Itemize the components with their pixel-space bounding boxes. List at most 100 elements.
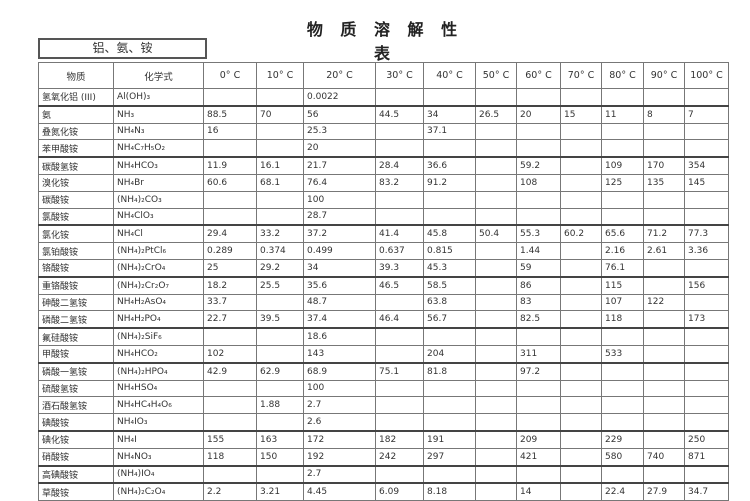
substance-name: 硫酸氢铵 [38,379,114,398]
solubility-value [203,413,257,432]
solubility-value: 100 [303,190,376,209]
solubility-value: 173 [684,310,729,329]
solubility-value [601,87,644,107]
solubility-value: 421 [516,447,561,467]
substance-name: 硝酸铵 [38,447,114,467]
solubility-value [684,379,729,398]
solubility-value: 76.4 [303,173,376,192]
substance-name: 氯化铵 [38,224,114,244]
solubility-value: 3.21 [256,482,304,501]
solubility-value [684,293,729,312]
column-header: 100° C [684,62,729,89]
solubility-value: 107 [601,293,644,312]
solubility-value [601,464,644,484]
substance-name: 溴化铵 [38,173,114,192]
solubility-value [643,190,685,209]
column-header: 70° C [560,62,602,89]
solubility-value [601,207,644,226]
column-header: 30° C [375,62,424,89]
chemical-formula: NH₄HC₄H₄O₆ [113,396,204,415]
solubility-value [256,190,304,209]
solubility-value [684,327,729,346]
solubility-value: 0.0022 [303,87,376,107]
solubility-value: 25.3 [303,122,376,141]
solubility-value: 11 [601,104,644,124]
chemical-formula: Al(OH)₃ [113,87,204,107]
solubility-value: 68.1 [256,173,304,192]
solubility-value: 37.4 [303,310,376,329]
solubility-value: 68.9 [303,361,376,381]
solubility-value: 26.5 [475,104,517,124]
solubility-value: 2.61 [643,242,685,260]
solubility-value: 102 [203,344,257,364]
solubility-value: 108 [516,173,561,192]
solubility-value [643,139,685,158]
table-row: 磷酸一氢铵 (NH₄)₂HPO₄ 42.9 62.9 68.9 75.1 81.8 97.2 [38,361,729,381]
solubility-value [423,207,476,226]
substance-name: 砷酸二氢铵 [38,293,114,312]
solubility-value [516,190,561,209]
substance-name: 氯铂酸铵 [38,242,114,260]
solubility-value [601,413,644,432]
substance-name: 磷酸一氢铵 [38,361,114,381]
solubility-value: 871 [684,447,729,467]
solubility-value [475,87,517,107]
solubility-value [475,190,517,209]
solubility-value [601,379,644,398]
solubility-value [375,344,424,364]
table-row: 氢氧化铝 (III) Al(OH)₃ 0.0022 [38,87,729,107]
table-row: 高碘酸铵 (NH₄)IO₄ 2.7 [38,464,729,484]
substance-name: 磷酸二氢铵 [38,310,114,329]
solubility-value: 18.2 [203,275,257,295]
solubility-value: 297 [423,447,476,467]
table-row: 碳酸铵 (NH₄)₂CO₃ 100 [38,190,729,209]
chemical-formula: (NH₄)₂C₂O₄ [113,482,204,501]
solubility-value [423,413,476,432]
chemical-formula: NH₄Br [113,173,204,192]
solubility-value [643,87,685,107]
solubility-value: 145 [684,173,729,192]
solubility-value: 156 [684,275,729,295]
solubility-value [684,464,729,484]
solubility-value: 39.3 [375,258,424,278]
solubility-value: 59.2 [516,156,561,175]
solubility-value [423,139,476,158]
solubility-value [203,464,257,484]
solubility-value: 229 [601,429,644,449]
table-row: 氯酸铵 NH₄ClO₃ 28.7 [38,207,729,226]
solubility-value: 192 [303,447,376,467]
table-row: 硫酸氢铵 NH₄HSO₄ 100 [38,379,729,398]
solubility-value [203,207,257,226]
solubility-value: 37.1 [423,122,476,141]
solubility-value: 209 [516,429,561,449]
chemical-formula: (NH₄)₂PtCl₆ [113,242,204,260]
solubility-value: 33.2 [256,224,304,244]
solubility-value: 533 [601,344,644,364]
column-header: 60° C [516,62,561,89]
solubility-value: 27.9 [643,482,685,501]
solubility-value: 1.88 [256,396,304,415]
chemical-formula: NH₄C₇H₅O₂ [113,139,204,158]
chemical-formula: (NH₄)₂HPO₄ [113,361,204,381]
solubility-value: 115 [601,275,644,295]
solubility-value: 2.16 [601,242,644,260]
substance-name: 氢氧化铝 (III) [38,87,114,107]
substance-name: 氟硅酸铵 [38,327,114,346]
solubility-value [601,361,644,381]
table-row: 叠氮化铵 NH₄N₃ 16 25.3 37.1 [38,122,729,141]
solubility-value: 118 [601,310,644,329]
substance-name: 甲酸铵 [38,344,114,364]
solubility-value: 58.5 [423,275,476,295]
column-header: 50° C [475,62,517,89]
solubility-value [560,310,602,329]
solubility-value [516,464,561,484]
solubility-value: 29.2 [256,258,304,278]
solubility-value [475,379,517,398]
group-label: 铝、氨、铵 [38,38,207,59]
solubility-value: 82.5 [516,310,561,329]
solubility-value: 46.5 [375,275,424,295]
solubility-value [423,190,476,209]
solubility-value [560,429,602,449]
solubility-value [375,293,424,312]
